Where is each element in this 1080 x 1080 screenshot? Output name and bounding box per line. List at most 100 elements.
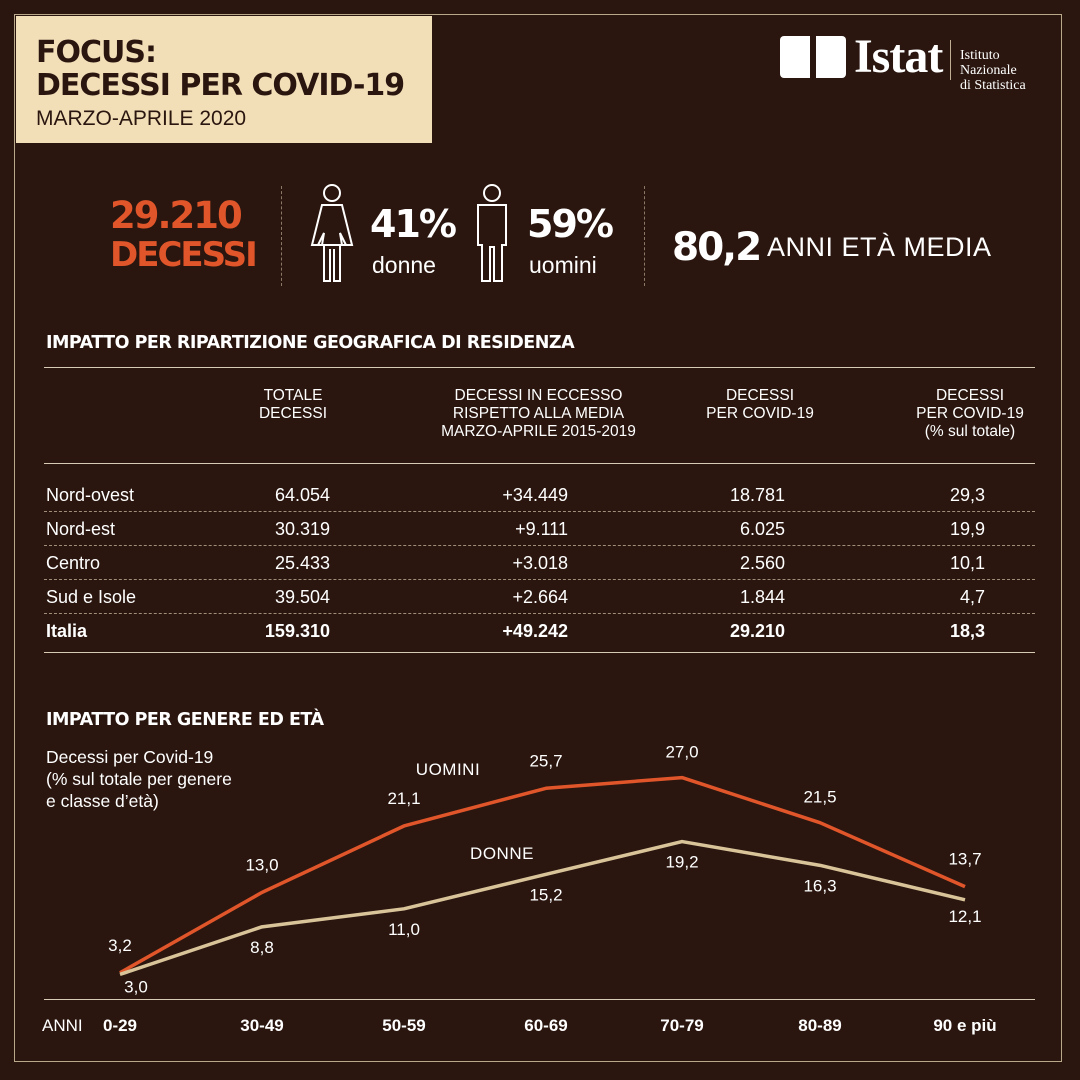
data-label: 8,8 <box>250 938 274 957</box>
data-label: 15,2 <box>529 885 562 904</box>
table-bottom-rule <box>44 652 1035 653</box>
x-tick-label: 90 e più <box>933 1016 997 1035</box>
chart-subtitle-line-3: e classe d’età) <box>46 791 159 811</box>
total-deaths-label: DECESSI <box>110 235 258 275</box>
chart-subtitle-line-1: Decessi per Covid-19 <box>46 747 214 767</box>
data-label: 13,7 <box>948 850 981 869</box>
row-value-col-1: 39.504 <box>274 587 330 607</box>
table-row: Sud e Isole 39.504 +2.664 1.844 4,7 <box>44 579 1035 614</box>
row-value-col-4: 18,3 <box>949 621 985 641</box>
men-percent: 59% <box>527 202 614 246</box>
x-tick-label: 50-59 <box>382 1016 426 1035</box>
row-value-col-2: +49.242 <box>502 621 568 641</box>
outer-frame <box>14 14 1062 1062</box>
female-person-icon <box>310 184 354 282</box>
chart-subtitle-line-2: (% sul totale per genere <box>46 769 232 789</box>
logo-subtitle-line-1: Istituto Nazionale <box>960 48 1017 78</box>
women-label: donne <box>372 252 436 278</box>
chart-title: IMPATTO PER GENERE ED ETÀ <box>46 710 324 730</box>
col-header-covid-line-2: PER COVID-19 <box>706 405 814 422</box>
x-tick-label: 30-49 <box>240 1016 284 1035</box>
logo-divider <box>950 40 951 80</box>
row-value-col-2: +3.018 <box>512 553 568 573</box>
row-value-col-3: 2.560 <box>739 553 785 573</box>
col-header-covid-pct-line-2: PER COVID-19 <box>916 405 1024 422</box>
period-label: MARZO-APRILE 2020 <box>36 107 247 130</box>
logo-subtitle-line-2: di Statistica <box>960 78 1026 93</box>
data-label: 16,3 <box>803 876 836 895</box>
table-top-rule <box>44 367 1035 368</box>
data-label: 25,7 <box>529 751 562 770</box>
row-value-col-4: 29,3 <box>949 485 985 505</box>
x-tick-label: 80-89 <box>798 1016 842 1035</box>
x-tick-label: 60-69 <box>524 1016 568 1035</box>
logo-book-icon <box>780 36 810 78</box>
x-tick-label: 0-29 <box>102 1016 138 1035</box>
row-value-col-3: 29.210 <box>729 621 785 641</box>
col-header-excess-line-3: MARZO-APRILE 2015-2019 <box>441 423 636 440</box>
mean-age-label: ANNI ETÀ MEDIA <box>767 232 992 262</box>
title-line-2: DECESSI PER COVID-19 <box>36 68 405 103</box>
women-percent: 41% <box>370 202 457 246</box>
table-title: IMPATTO PER RIPARTIZIONE GEOGRAFICA DI R… <box>46 333 575 353</box>
x-axis-line <box>44 999 1035 1000</box>
data-label: 13,0 <box>245 855 278 874</box>
series-line-uomini <box>119 775 966 975</box>
col-header-covid-line-1: DECESSI <box>725 387 795 404</box>
logo-subtitle: Istituto Nazionale di Statistica <box>960 48 1050 93</box>
data-label: 3,2 <box>108 936 132 955</box>
x-tick-label: 70-79 <box>660 1016 704 1035</box>
series-name-label: UOMINI <box>416 760 480 779</box>
row-value-col-3: 18.781 <box>729 485 785 505</box>
series-line-donne <box>119 839 966 977</box>
data-label: 3,0 <box>124 977 148 996</box>
series-name-label: DONNE <box>470 844 534 863</box>
total-deaths-value: 29.210 <box>110 194 243 237</box>
istat-logo: Istat Istituto Nazionale di Statistica <box>780 32 1050 93</box>
data-label: 21,5 <box>803 788 836 807</box>
chart-subtitle: Decessi per Covid-19 (% sul totale per g… <box>46 746 232 812</box>
stat-divider <box>281 186 282 286</box>
table-header-rule <box>44 463 1035 464</box>
data-label: 21,1 <box>387 789 420 808</box>
row-region-name: Sud e Isole <box>46 587 137 607</box>
col-header-excess: DECESSI IN ECCESSO RISPETTO ALLA MEDIA M… <box>416 387 661 441</box>
col-header-total-line-1: TOTALE <box>263 387 323 404</box>
table-row: Italia 159.310 +49.242 29.210 18,3 <box>44 613 1035 647</box>
row-region-name: Italia <box>46 621 88 641</box>
col-header-total: TOTALE DECESSI <box>243 387 343 423</box>
row-value-col-1: 64.054 <box>274 485 330 505</box>
col-header-excess-line-2: RISPETTO ALLA MEDIA <box>452 405 625 422</box>
row-value-col-4: 4,7 <box>959 587 985 607</box>
row-value-col-2: +2.664 <box>512 587 568 607</box>
data-label: 11,0 <box>388 920 420 939</box>
row-value-col-4: 10,1 <box>949 553 985 573</box>
col-header-excess-line-1: DECESSI IN ECCESSO <box>454 387 623 404</box>
row-value-col-3: 1.844 <box>739 587 785 607</box>
row-value-col-1: 159.310 <box>264 621 330 641</box>
men-label: uomini <box>529 252 597 278</box>
mean-age-value: 80,2 <box>672 225 762 270</box>
data-label: 27,0 <box>665 743 698 762</box>
table-row: Centro 25.433 +3.018 2.560 10,1 <box>44 545 1035 580</box>
col-header-covid: DECESSI PER COVID-19 <box>690 387 830 423</box>
table-row: Nord-ovest 64.054 +34.449 18.781 29,3 <box>44 477 1035 512</box>
logo-book-icon-right <box>816 36 846 78</box>
row-value-col-1: 25.433 <box>274 553 330 573</box>
row-value-col-2: +9.111 <box>515 519 568 539</box>
row-value-col-1: 30.319 <box>274 519 330 539</box>
x-axis-label: ANNI <box>42 1016 83 1035</box>
row-value-col-2: +34.449 <box>502 485 568 505</box>
data-label: 19,2 <box>665 853 698 872</box>
stat-divider-2 <box>644 186 645 286</box>
col-header-total-line-2: DECESSI <box>258 405 328 422</box>
col-header-covid-pct-line-1: DECESSI <box>935 387 1005 404</box>
title-box: FOCUS: DECESSI PER COVID-19 MARZO-APRILE… <box>16 16 432 143</box>
data-label: 12,1 <box>948 907 981 926</box>
title-line-1: FOCUS: <box>36 35 157 70</box>
row-region-name: Nord-est <box>46 519 116 539</box>
row-value-col-3: 6.025 <box>739 519 785 539</box>
row-region-name: Centro <box>46 553 101 573</box>
table-row: Nord-est 30.319 +9.111 6.025 19,9 <box>44 511 1035 546</box>
